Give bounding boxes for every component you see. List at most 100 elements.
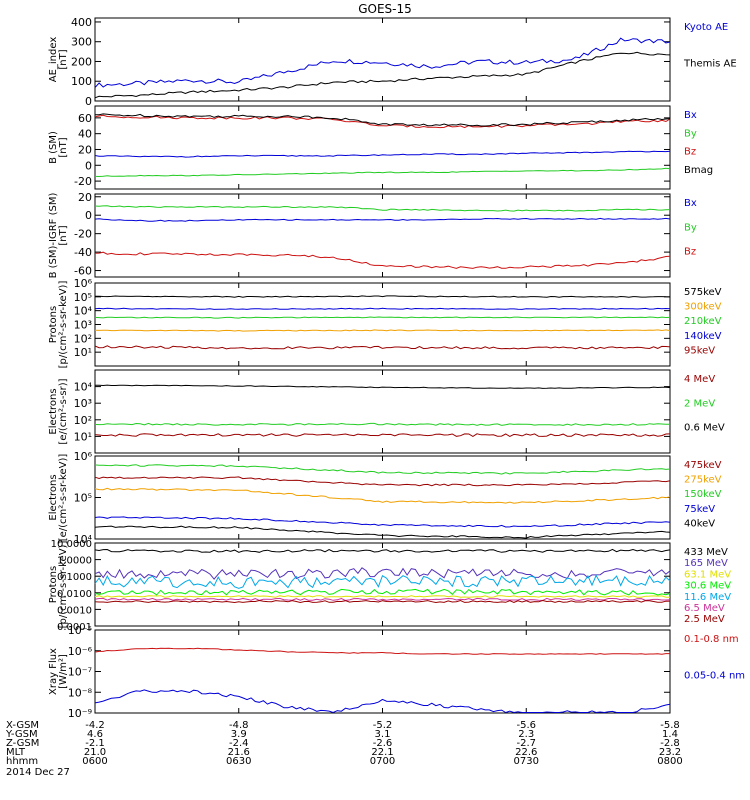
series-line-30.6-MeV: [94, 588, 671, 596]
x-row-label: hhmm: [6, 756, 38, 767]
legend-label: 210keV: [684, 316, 722, 327]
legend-label: 6.5 MeV: [684, 603, 725, 614]
plot-frame: [94, 629, 671, 714]
legend-label: 300keV: [684, 302, 722, 313]
legend-label: 475keV: [684, 460, 722, 471]
y-tick-label: 10⁴: [74, 305, 93, 318]
series-line-140keV: [94, 307, 671, 310]
x-tick-label: 0600: [82, 756, 107, 767]
x-tick-label: 22.6: [515, 747, 537, 758]
x-tick-label: 1.4: [662, 729, 678, 740]
series-line-40keV: [94, 525, 671, 539]
y-axis-label: Electrons: [48, 474, 59, 520]
legend-label: 0.6 MeV: [684, 423, 725, 434]
x-tick-label: -2.8: [660, 738, 680, 749]
series-line-300keV: [94, 329, 671, 332]
series-line-0.6-MeV: [95, 384, 671, 389]
date-label: 2014 Dec 27: [6, 767, 70, 778]
y-tick-label: 10²: [74, 414, 92, 427]
legend-label: 140keV: [684, 331, 722, 342]
panel-ae: 0 100 200 300 400 AE_index [nT] Kyoto AE Themis …: [48, 16, 737, 108]
x-tick-label: -5.2: [373, 720, 393, 731]
y-axis-label: B (SM)-IGRF (SM): [48, 193, 59, 279]
panel-bigrf: -60 -40 -20 0 20 B (SM)-IGRF (SM) [nT] Bx By Bz: [48, 191, 697, 279]
y-tick-label: 400: [71, 16, 92, 29]
series-line-Themis-AE: [94, 51, 671, 99]
legend-label: 63.1 MeV: [684, 569, 731, 580]
x-tick-label: 22.1: [371, 747, 393, 758]
series-line-63.1-MeV: [94, 595, 670, 598]
y-tick-label: 10⁶: [74, 450, 93, 463]
legend-label: 30.6 MeV: [684, 581, 731, 592]
series-line-By: [94, 205, 671, 212]
series-line-2.5-MeV: [94, 599, 671, 604]
x-tick-label: -4.2: [85, 720, 105, 731]
series-line-0.1-0.8-nm: [94, 647, 670, 655]
legend-label: Bz: [684, 147, 696, 158]
x-tick-label: -4.8: [229, 720, 249, 731]
y-tick-label: 20: [78, 191, 92, 204]
legend-label: 433 MeV: [684, 547, 728, 558]
legend-label: Bz: [684, 247, 696, 258]
y-tick-label: 100: [71, 75, 92, 88]
series-line-By: [94, 167, 671, 178]
legend-label: 75keV: [684, 504, 715, 515]
y-axis-label: [e/(cm²-s-sr-keV)]: [58, 454, 69, 542]
y-tick-label: 10⁻⁵: [68, 624, 92, 637]
y-axis-label: Xray Flux: [48, 648, 59, 695]
legend-label: 2 MeV: [684, 398, 715, 409]
y-tick-label: 10⁻⁶: [68, 645, 93, 658]
y-tick-label: 10⁵: [74, 492, 92, 505]
y-tick-label: -40: [74, 246, 92, 259]
plot-frame: [94, 105, 671, 190]
y-tick-label: 10³: [74, 397, 92, 410]
legend-label: Themis AE: [683, 59, 737, 70]
y-tick-label: 0: [85, 159, 92, 172]
series-line-11.6-MeV: [94, 574, 671, 589]
x-tick-label: 3.9: [231, 729, 247, 740]
x-axis-labels: X-GSM -4.2 -4.8 -5.2 -5.6 -5.8 Y-GSM 4.6 3.9 3.1 2…: [5, 720, 683, 767]
x-row-label: MLT: [6, 747, 26, 758]
x-tick-label: 2.3: [518, 729, 534, 740]
series-line-Bx: [94, 217, 671, 222]
x-tick-label: 21.6: [228, 747, 250, 758]
y-axis-label: AE_index: [48, 37, 59, 83]
y-tick-label: 60: [78, 112, 92, 125]
series-line-75keV: [94, 516, 671, 528]
panel-protons_hi: 0.0001 0.0010 0.0100 0.1000 1.0000 10.0000 Pro…: [48, 539, 731, 633]
x-tick-label: 0730: [514, 756, 539, 767]
x-tick-label: -2.6: [373, 738, 393, 749]
legend-label: 95keV: [684, 345, 715, 356]
y-tick-label: 0.0100: [57, 589, 92, 600]
y-tick-label: 10¹: [74, 346, 92, 359]
y-tick-label: 200: [71, 55, 92, 68]
y-axis-label: Electrons: [48, 388, 59, 434]
series-line-0.05-0.4-nm: [94, 689, 671, 714]
x-tick-label: -2.7: [516, 738, 536, 749]
y-tick-label: 20: [78, 143, 92, 156]
y-axis-label: [p/(cm²-s-sr-keV)]: [58, 541, 69, 629]
y-tick-label: 0: [85, 95, 92, 108]
y-axis-label: [p/(cm²-s-sr-keV)]: [58, 281, 69, 369]
legend-label: By: [684, 222, 697, 233]
y-tick-label: 10⁻⁸: [68, 686, 93, 699]
x-tick-label: 4.6: [87, 729, 103, 740]
y-tick-label: 0.1000: [57, 572, 92, 583]
legend-label: 40keV: [684, 518, 715, 529]
y-tick-label: 10⁶: [74, 277, 93, 290]
legend-label: 575keV: [684, 287, 722, 298]
series-line-Bx: [94, 150, 671, 158]
y-tick-label: 0.0010: [57, 605, 92, 616]
y-tick-label: 10.0000: [51, 539, 92, 550]
y-tick-label: 0.0001: [57, 622, 92, 633]
y-tick-label: 1.0000: [57, 556, 92, 567]
series-line-2-MeV: [94, 422, 670, 426]
y-tick-label: -20: [74, 175, 92, 188]
y-tick-label: 0: [85, 209, 92, 222]
x-tick-label: 0800: [657, 756, 682, 767]
x-row-label: Z-GSM: [6, 738, 39, 749]
legend-label: 275keV: [684, 475, 722, 486]
y-tick-label: -60: [74, 265, 92, 278]
